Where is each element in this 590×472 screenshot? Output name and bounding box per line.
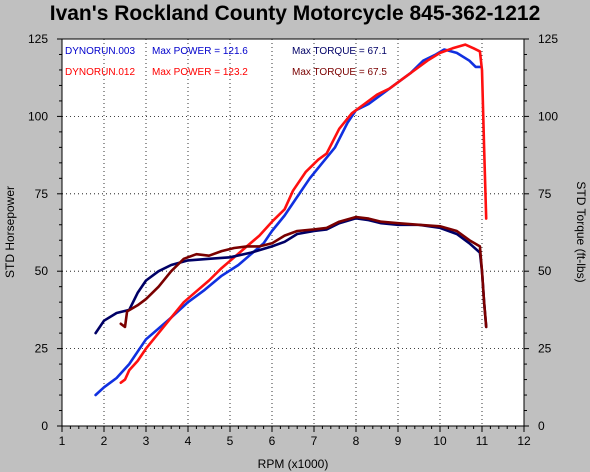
y-left-tick-label: 0: [41, 419, 48, 433]
y-right-tick-label: 125: [538, 32, 558, 46]
legend-run-name: DYNORUN.003: [65, 46, 135, 57]
y-right-tick-label: 50: [538, 264, 552, 278]
x-tick-label: 10: [433, 434, 447, 448]
legend-max-torque: Max TORQUE = 67.1: [292, 46, 387, 57]
y-right-tick-label: 100: [538, 109, 558, 123]
x-tick-label: 5: [227, 434, 234, 448]
legend-max-power: Max POWER = 121.6: [152, 46, 248, 57]
series-torque-dynorun-003: [94, 217, 488, 335]
x-tick-label: 4: [185, 434, 192, 448]
x-tick-label: 6: [269, 434, 276, 448]
y-left-tick-label: 125: [28, 32, 48, 46]
legend-max-power: Max POWER = 123.2: [152, 67, 248, 78]
x-tick-label: 2: [101, 434, 108, 448]
x-tick-label: 9: [395, 434, 402, 448]
y-left-tick-label: 75: [35, 187, 49, 201]
series-power-dynorun-012: [119, 43, 488, 384]
legend: DYNORUN.003 Max POWER = 121.6 Max TORQUE =…: [65, 46, 387, 78]
y-axis-label-right: STD Torque (ft-lbs): [574, 181, 588, 282]
x-tick-label: 1: [59, 434, 66, 448]
y-left-tick-label: 100: [28, 109, 48, 123]
x-tick-label: 11: [476, 434, 489, 448]
y-axis-label-left: STD Horsepower: [3, 186, 17, 278]
series-torque-dynorun-012: [119, 215, 488, 329]
x-tick-label: 3: [143, 434, 150, 448]
y-left-tick-label: 25: [35, 342, 49, 356]
x-tick-label: 7: [311, 434, 318, 448]
chart-title: Ivan's Rockland County Motorcycle 845-36…: [49, 2, 541, 25]
y-right-tick-label: 0: [538, 419, 545, 433]
x-tick-label: 12: [517, 434, 531, 448]
x-axis-label: RPM (x1000): [258, 457, 329, 471]
series-power-dynorun-003: [94, 48, 482, 397]
series-layer: [94, 43, 488, 397]
y-left-tick-label: 50: [35, 264, 49, 278]
legend-max-torque: Max TORQUE = 67.5: [292, 67, 387, 78]
y-right-tick-label: 75: [538, 187, 552, 201]
y-right-tick-label: 25: [538, 342, 552, 356]
x-tick-label: 8: [353, 434, 360, 448]
legend-run-name: DYNORUN.012: [65, 67, 135, 78]
